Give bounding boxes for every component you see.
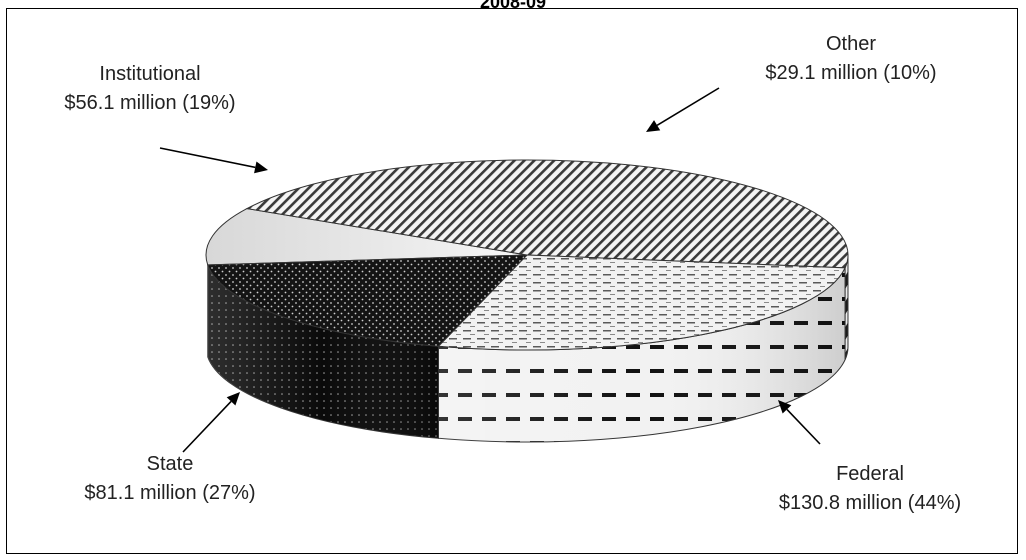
label-institutional-name: Institutional: [99, 63, 201, 85]
arrow-other: [646, 87, 720, 132]
label-institutional-value: $56.1 million (19%): [64, 92, 236, 114]
label-other-name: Other: [825, 33, 877, 55]
label-other: Other $29.1 million (10%): [706, 30, 996, 88]
pie-slice-state: [437, 254, 846, 351]
arrow-state: [182, 392, 240, 453]
pie-tops: [205, 159, 849, 351]
label-state: State $81.1 million (27%): [20, 450, 320, 508]
label-state-name: State: [146, 453, 194, 475]
chart-title: 2008-09: [479, 0, 547, 12]
label-federal-name: Federal: [836, 463, 904, 485]
label-state-value: $81.1 million (27%): [84, 482, 256, 504]
label-federal: Federal $130.8 million (44%): [680, 460, 1026, 518]
pie-slice-other: [205, 208, 528, 266]
pie-sides: [207, 254, 849, 443]
pie-slice-institutional: [207, 254, 529, 347]
pie-side-shade-institutional: [207, 264, 439, 439]
arrow-federal: [778, 400, 821, 445]
label-other-value: $29.1 million (10%): [765, 62, 937, 84]
pie-arrows: [159, 87, 821, 453]
pie-slice-federal: [245, 159, 849, 269]
pie-side-shade-federal: [845, 255, 848, 360]
label-federal-value: $130.8 million (44%): [778, 492, 962, 514]
arrow-institutional: [159, 147, 268, 174]
pie-side-shade-state: [438, 267, 846, 442]
label-institutional: Institutional $56.1 million (19%): [0, 60, 300, 118]
chart-frame: [6, 8, 1018, 554]
